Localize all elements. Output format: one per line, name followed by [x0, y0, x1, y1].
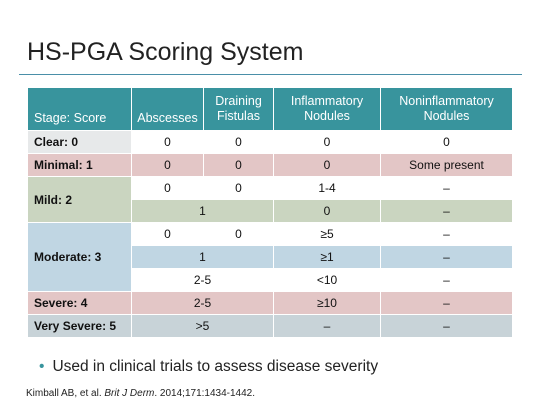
cell-inflammatory: ≥5: [273, 222, 381, 246]
cell-inflammatory: ≥1: [273, 245, 381, 269]
stage-moderate: Moderate: 3: [27, 222, 132, 292]
bullet-dot-icon: •: [39, 358, 45, 375]
stage-severe: Severe: 4: [27, 291, 132, 315]
table-row-moderate-c: 2-5 <10 –: [28, 268, 513, 292]
cell-inflammatory: 0: [273, 130, 381, 154]
slide-title: HS-PGA Scoring System: [27, 38, 304, 66]
citation: Kimball AB, et al. Brit J Derm. 2014;171…: [26, 388, 255, 399]
citation-authors: Kimball AB, et al.: [26, 388, 105, 399]
cell-fistulas: 0: [203, 176, 274, 200]
cell-abscesses-fistulas: 2-5: [131, 291, 274, 315]
table-row-very-severe: Very Severe: 5 >5 – –: [27, 314, 513, 338]
header-inflammatory-nodules: Inflammatory Nodules: [273, 87, 381, 131]
citation-details: . 2014;171:1434-1442.: [154, 388, 256, 399]
cell-inflammatory: <10: [273, 268, 381, 292]
cell-noninflammatory: –: [380, 245, 513, 269]
stage-very-severe: Very Severe: 5: [27, 314, 132, 338]
cell-noninflammatory: –: [380, 291, 513, 315]
cell-noninflammatory: –: [380, 314, 513, 338]
scoring-table: Stage: Score Abscesses Draining Fistulas…: [27, 87, 513, 338]
table-row-severe: Severe: 4 2-5 ≥10 –: [27, 291, 513, 315]
bullet-text: Used in clinical trials to assess diseas…: [52, 358, 379, 375]
header-noninflammatory-nodules: Noninflammatory Nodules: [380, 87, 513, 131]
stage-minimal: Minimal: 1: [27, 153, 132, 177]
table-row-mild-b: 1 0 –: [28, 199, 513, 223]
cell-abscesses-fistulas: 2-5: [131, 268, 274, 292]
stage-clear: Clear: 0: [27, 130, 132, 154]
cell-inflammatory: 1-4: [273, 176, 381, 200]
cell-noninflammatory: –: [380, 199, 513, 223]
bullet-point: • Used in clinical trials to assess disea…: [39, 358, 378, 376]
header-draining-fistulas: Draining Fistulas: [203, 87, 274, 131]
table-header-row: Stage: Score Abscesses Draining Fistulas…: [27, 87, 513, 131]
cell-abscesses-fistulas: 1: [131, 245, 274, 269]
table-row-moderate-b: 1 ≥1 –: [28, 245, 513, 269]
citation-journal: Brit J Derm: [104, 388, 155, 399]
table-row-mild-a: Mild: 2 0 0 1-4 –: [27, 176, 513, 223]
cell-abscesses-fistulas: 1: [131, 199, 274, 223]
cell-inflammatory: –: [273, 314, 381, 338]
cell-abscesses-fistulas: >5: [131, 314, 274, 338]
cell-inflammatory: 0: [273, 199, 381, 223]
cell-noninflammatory: –: [380, 268, 513, 292]
cell-inflammatory: 0: [273, 153, 381, 177]
stage-mild: Mild: 2: [27, 176, 132, 223]
cell-fistulas: 0: [203, 153, 274, 177]
cell-abscesses: 0: [131, 222, 204, 246]
table-row-minimal: Minimal: 1 0 0 0 Some present: [27, 153, 513, 177]
cell-fistulas: 0: [203, 130, 274, 154]
title-divider: [19, 74, 522, 75]
table-row-clear: Clear: 0 0 0 0 0: [27, 130, 513, 154]
cell-abscesses: 0: [131, 176, 204, 200]
cell-noninflammatory: 0: [380, 130, 513, 154]
header-abscesses: Abscesses: [131, 87, 204, 131]
cell-abscesses: 0: [131, 130, 204, 154]
table-row-moderate-a: Moderate: 3 0 0 ≥5 –: [27, 222, 513, 292]
cell-noninflammatory: Some present: [380, 153, 513, 177]
cell-noninflammatory: –: [380, 222, 513, 246]
cell-inflammatory: ≥10: [273, 291, 381, 315]
cell-noninflammatory: –: [380, 176, 513, 200]
header-stage: Stage: Score: [27, 87, 132, 131]
cell-abscesses: 0: [131, 153, 204, 177]
cell-fistulas: 0: [203, 222, 274, 246]
